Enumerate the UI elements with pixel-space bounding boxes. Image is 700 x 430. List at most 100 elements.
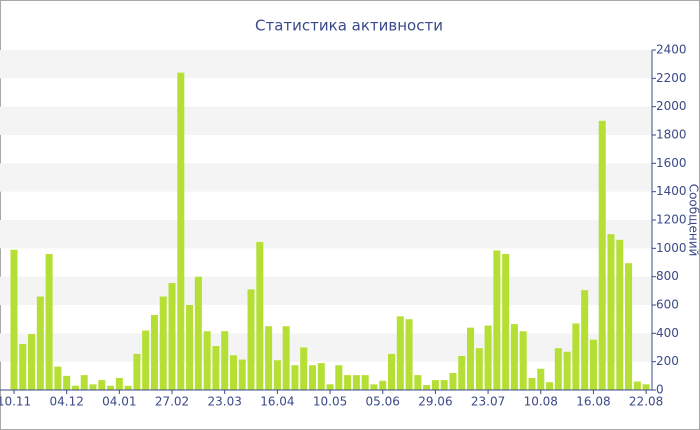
bar (607, 234, 615, 390)
bar (150, 314, 158, 390)
grid-band (0, 333, 652, 362)
bar (221, 331, 229, 390)
x-tick-label: 04.01 (102, 395, 136, 409)
bar (203, 331, 211, 390)
x-tick-label: 23.03 (208, 395, 242, 409)
bar (186, 305, 194, 390)
bar (440, 380, 448, 390)
bar (317, 363, 325, 390)
x-tick-label: 10.08 (524, 395, 558, 409)
bar (238, 359, 246, 390)
bar (431, 380, 439, 390)
bar (89, 384, 97, 390)
bar (28, 334, 36, 390)
y-tick-label: 1400 (656, 184, 687, 198)
y-tick-label: 1600 (656, 156, 687, 170)
bar (344, 375, 352, 390)
x-tick-label: 29.06 (418, 395, 452, 409)
bar (335, 365, 343, 390)
bar (45, 254, 53, 390)
bar (484, 325, 492, 390)
bar (414, 375, 422, 390)
bar (212, 346, 220, 390)
x-tick-label: 16.08 (576, 395, 610, 409)
grid-band (0, 220, 652, 249)
y-tick-label: 200 (656, 354, 679, 368)
bar (80, 375, 88, 390)
bar (247, 289, 255, 390)
bar (537, 368, 545, 390)
grid-band (0, 276, 652, 305)
bar (273, 360, 281, 390)
bar (475, 348, 483, 390)
y-tick-label: 400 (656, 326, 679, 340)
bar (107, 385, 115, 390)
x-tick-label: 05.06 (366, 395, 400, 409)
y-tick-label: 1800 (656, 128, 687, 142)
bar (36, 296, 44, 390)
bar (194, 276, 202, 390)
bar (168, 283, 176, 390)
bar (115, 377, 123, 390)
bar (326, 384, 334, 390)
y-tick-label: 0 (656, 383, 664, 397)
bar (467, 327, 475, 390)
bar (528, 377, 536, 390)
bar (502, 254, 510, 390)
bar (63, 375, 71, 390)
bar (589, 339, 597, 390)
bar (546, 382, 554, 390)
x-tick-label: 23.07 (471, 395, 505, 409)
bar (423, 385, 431, 390)
bar (361, 375, 369, 390)
bar (265, 326, 273, 390)
y-tick-label: 2400 (656, 43, 687, 57)
x-tick-label: 22.08 (629, 395, 663, 409)
bar (300, 347, 308, 390)
bar (396, 316, 404, 390)
bar (405, 319, 413, 390)
bar (133, 353, 141, 390)
bar (633, 381, 641, 390)
bar (142, 330, 150, 390)
bar (98, 380, 106, 390)
bar (282, 326, 290, 390)
bar (229, 355, 237, 390)
bar (572, 323, 580, 390)
y-tick-label: 1000 (656, 241, 687, 255)
x-tick-label: 10.11 (0, 395, 31, 409)
bar (493, 250, 501, 390)
x-tick-label: 10.05 (313, 395, 347, 409)
bar (598, 120, 606, 390)
y-tick-label: 1200 (656, 213, 687, 227)
bar (54, 366, 62, 390)
x-tick-label: 27.02 (155, 395, 189, 409)
bar (387, 353, 396, 390)
y-tick-label: 600 (656, 298, 679, 312)
y-tick-label: 2000 (656, 99, 687, 113)
bar (71, 385, 79, 390)
bar (10, 249, 18, 390)
bar (370, 384, 378, 390)
y-tick-label: 800 (656, 269, 679, 283)
bar (510, 324, 518, 390)
bar (458, 356, 466, 390)
bar (177, 72, 185, 391)
bar (379, 380, 387, 390)
bar (352, 375, 360, 390)
grid-band (0, 106, 652, 135)
x-tick-label: 16.04 (260, 395, 294, 409)
bar (449, 373, 457, 390)
bar (581, 290, 589, 390)
bar (554, 348, 562, 390)
bar (159, 296, 167, 390)
bar (308, 365, 317, 390)
bar (124, 385, 132, 390)
bar (256, 241, 264, 390)
grid-band (0, 163, 652, 192)
bar (642, 384, 650, 390)
bar (563, 351, 571, 390)
bar (291, 365, 299, 390)
bar (519, 331, 527, 390)
